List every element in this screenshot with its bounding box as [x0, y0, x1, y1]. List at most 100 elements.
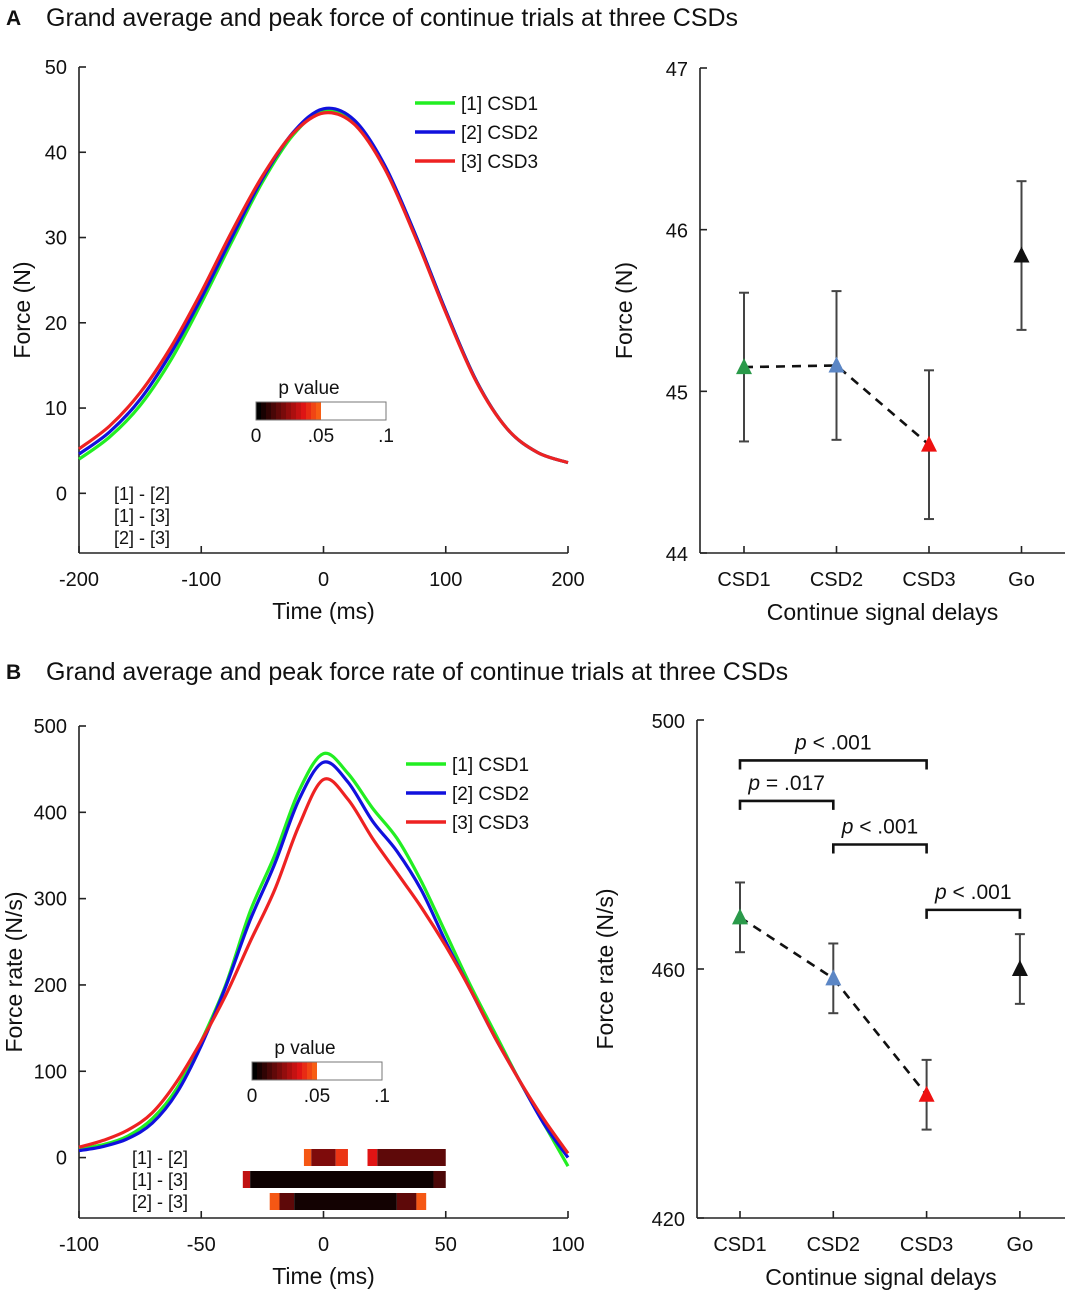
significance-label: p = .017: [747, 772, 825, 795]
x-tick-label: 0: [318, 569, 329, 591]
y-axis-label: Force (N): [9, 261, 35, 358]
x-axis-label: Time (ms): [272, 1263, 375, 1289]
y-axis-label: Force rate (N/s): [592, 888, 618, 1049]
data-point-marker: [921, 435, 937, 452]
colorbar-cell: [342, 1062, 348, 1080]
panel-a-title: Grand average and peak force of continue…: [46, 4, 738, 32]
colorbar-tick: 0: [251, 426, 262, 447]
significance-segment: [242, 1171, 251, 1188]
colorbar-frame: [251, 1061, 383, 1081]
colorbar-cell: [257, 1062, 263, 1080]
y-tick-label: 200: [34, 975, 67, 997]
colorbar-cell: [352, 1062, 358, 1080]
y-tick-label: 50: [45, 57, 67, 79]
colorbar-cell: [276, 402, 282, 420]
significance-segment: [433, 1171, 446, 1188]
x-tick-label: CSD3: [900, 1234, 953, 1256]
colorbar-cell: [371, 402, 377, 420]
y-tick-label: 46: [666, 221, 688, 243]
colorbar-cell: [376, 402, 382, 420]
colorbar-cell: [302, 1062, 308, 1080]
significance-segment: [279, 1193, 295, 1210]
colorbar-cell: [307, 1062, 313, 1080]
colorbar-cell: [361, 402, 367, 420]
significance-segment: [269, 1193, 280, 1210]
colorbar-frame: [255, 401, 387, 421]
x-tick-label: -200: [59, 569, 99, 591]
legend-label: [2] CSD2: [461, 123, 538, 144]
x-tick-label: 100: [551, 1234, 584, 1256]
chart-b-right: 420 460 500 CSD1 CSD2 CSD3 Go Continue signal d…: [592, 711, 1065, 1290]
significance-label: p < .001: [841, 816, 919, 839]
significance-segment: [311, 1149, 336, 1166]
panel-b-title: Grand average and peak force rate of con…: [46, 658, 788, 686]
colorbar-cell: [291, 402, 297, 420]
data-point-marker: [918, 1085, 935, 1102]
x-tick-label: 100: [429, 569, 462, 591]
colorbar-cell: [301, 402, 307, 420]
y-tick-label: 420: [652, 1209, 685, 1231]
colorbar-cell: [262, 1062, 268, 1080]
x-axis-label: Continue signal delays: [765, 1264, 996, 1290]
significance-segment: [294, 1193, 397, 1210]
data-point-marker: [825, 969, 842, 986]
x-tick-label: CSD3: [902, 569, 955, 591]
colorbar-cell: [341, 402, 347, 420]
colorbar-cell: [292, 1062, 298, 1080]
data-point-marker: [1011, 960, 1028, 976]
significance-segment: [416, 1193, 427, 1210]
significance-segment: [377, 1149, 446, 1166]
colorbar-cell: [287, 1062, 293, 1080]
colorbar-cell: [346, 402, 352, 420]
x-tick-label: CSD1: [717, 569, 770, 591]
colorbar-cell: [347, 1062, 353, 1080]
y-tick-label: 10: [45, 398, 67, 420]
legend-label: [1] CSD1: [461, 94, 538, 115]
y-tick-label: 100: [34, 1061, 67, 1083]
y-tick-label: 300: [34, 889, 67, 911]
colorbar-cell: [297, 1062, 303, 1080]
colorbar-cell: [322, 1062, 328, 1080]
panel-a-letter: A: [6, 7, 21, 30]
colorbar-cell: [286, 402, 292, 420]
x-tick-label: -100: [59, 1234, 99, 1256]
comparison-label: [2] - [3]: [114, 528, 170, 548]
significance-segment: [367, 1149, 378, 1166]
data-point-marker: [1013, 246, 1030, 263]
comparison-label: [1] - [3]: [132, 1170, 188, 1190]
colorbar-cell: [311, 402, 317, 420]
y-tick-label: 44: [666, 544, 688, 566]
colorbar-tick: .1: [378, 426, 394, 447]
y-tick-label: 47: [666, 59, 688, 81]
colorbar-cell: [281, 402, 287, 420]
comparison-label: [2] - [3]: [132, 1192, 188, 1212]
y-tick-label: 40: [45, 142, 67, 164]
x-tick-label: 50: [435, 1234, 457, 1256]
colorbar-label: p value: [278, 378, 339, 399]
significance-bracket: [738, 759, 928, 770]
colorbar-cell: [272, 1062, 278, 1080]
x-tick-label: -100: [181, 569, 221, 591]
series-line: [78, 751, 570, 1167]
y-tick-label: 400: [34, 802, 67, 824]
colorbar-cell: [367, 1062, 373, 1080]
legend-label: [2] CSD2: [452, 784, 529, 805]
colorbar-tick: .1: [374, 1086, 390, 1107]
colorbar-cell: [351, 402, 357, 420]
colorbar-cell: [326, 402, 332, 420]
chart-a-right: 44 45 46 47 CSD1 CSD2 CSD3 Go Continue signal de…: [611, 59, 1065, 625]
comparison-label: [1] - [2]: [114, 484, 170, 504]
colorbar-tick: .05: [308, 426, 334, 447]
colorbar-cell: [256, 402, 262, 420]
colorbar-cell: [332, 1062, 338, 1080]
colorbar-cell: [282, 1062, 288, 1080]
y-tick-label: 45: [666, 382, 688, 404]
colorbar-tick: 0: [247, 1086, 258, 1107]
legend-label: [3] CSD3: [452, 813, 529, 834]
colorbar-cell: [327, 1062, 333, 1080]
significance-label: p < .001: [794, 731, 872, 754]
legend-label: [1] CSD1: [452, 755, 529, 776]
y-tick-label: 20: [45, 313, 67, 335]
series-line: [78, 111, 569, 465]
